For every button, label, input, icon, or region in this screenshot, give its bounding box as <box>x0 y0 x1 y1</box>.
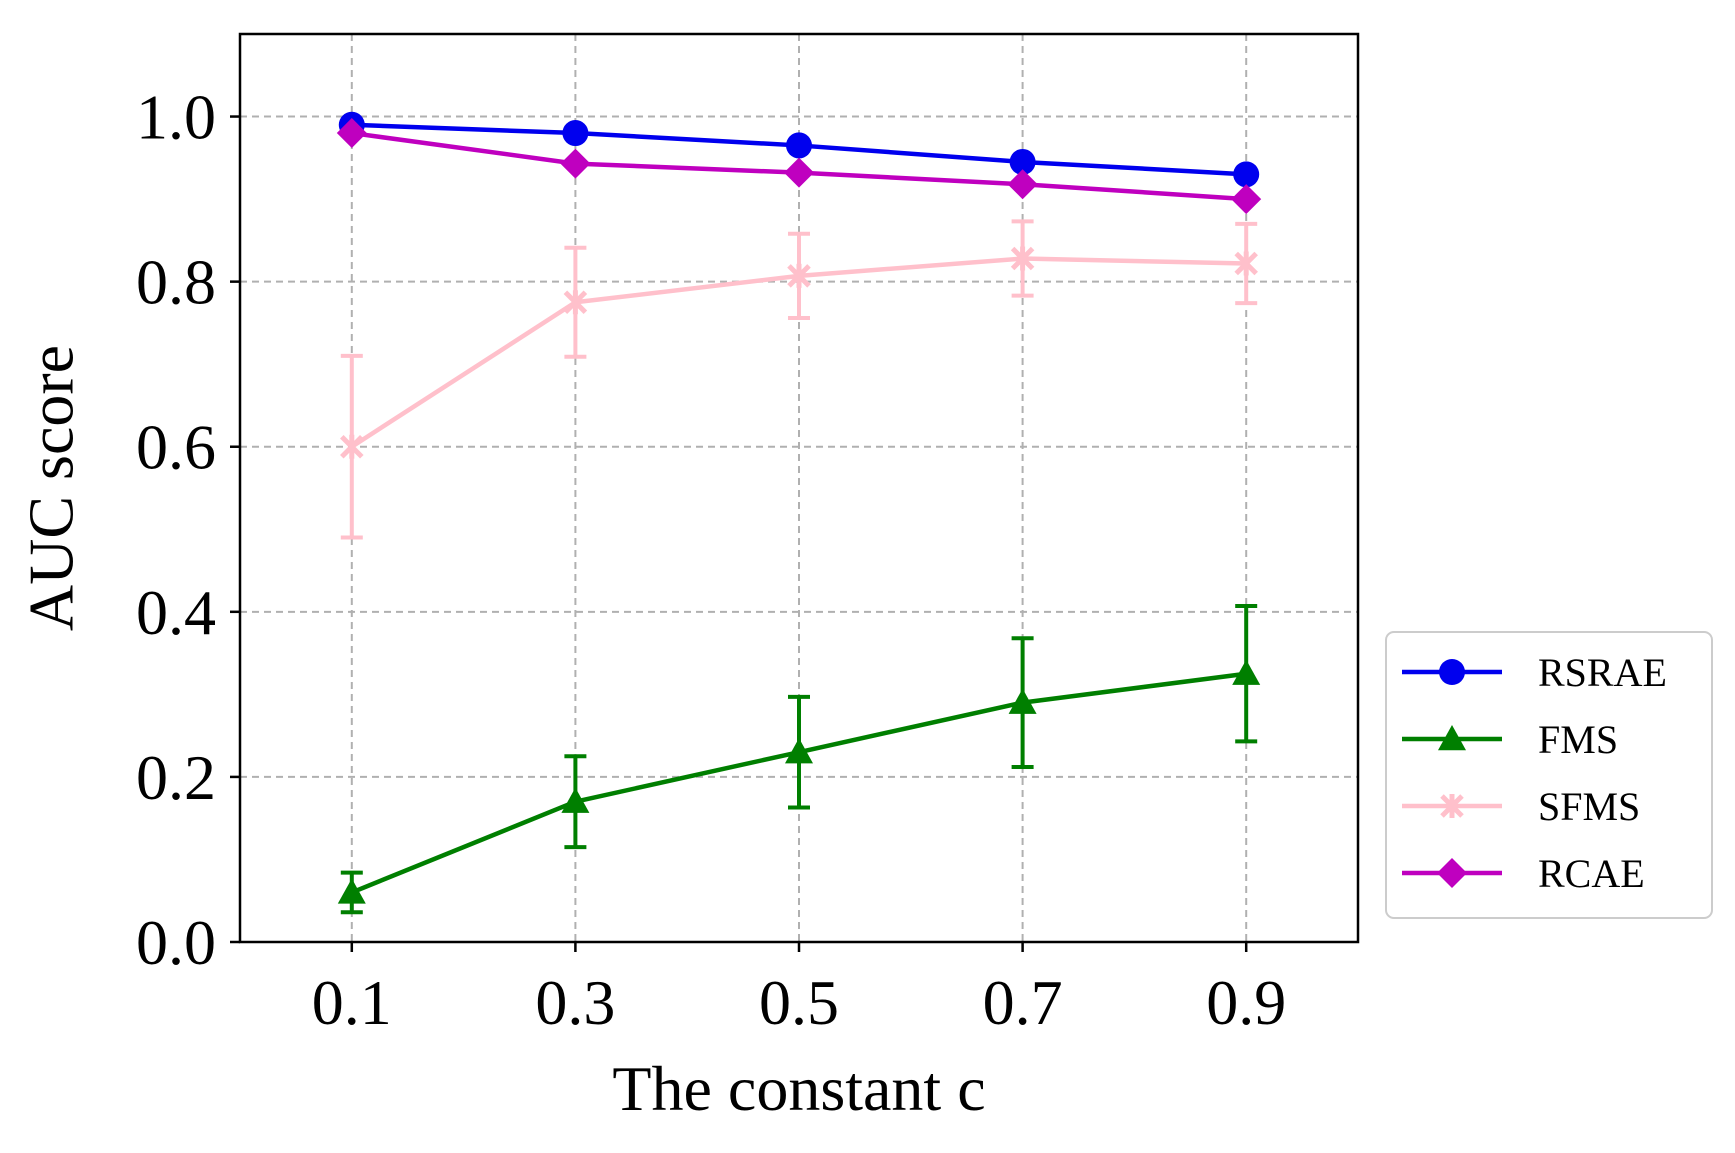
x-tick-label: 0.9 <box>1206 967 1286 1038</box>
x-tick-label: 0.1 <box>312 967 392 1038</box>
axis-ticks: 0.1 0.3 0.5 0.7 0.9 0.0 0.2 0.4 0.6 0.8 1.0 <box>136 82 1286 1038</box>
legend-label-fms: FMS <box>1538 717 1618 762</box>
y-tick-label: 1.0 <box>136 82 216 153</box>
fms-point <box>1232 659 1261 685</box>
legend-entry-rsrae: RSRAE <box>1402 650 1667 695</box>
series-sfms <box>340 219 1258 540</box>
rcae-point <box>336 118 367 149</box>
legend-entry-sfms: SFMS <box>1402 784 1640 829</box>
rsrae-point <box>1233 161 1260 188</box>
y-tick-label: 0.4 <box>136 577 216 648</box>
rcae-point <box>784 157 814 188</box>
rsrae-point <box>786 132 812 159</box>
y-axis-title: AUC score <box>16 345 87 631</box>
x-axis-title: The constant c <box>612 1053 985 1124</box>
y-tick-label: 0.0 <box>136 907 216 978</box>
fms-point <box>1008 688 1037 714</box>
legend-entry-fms: FMS <box>1402 717 1618 762</box>
rcae-point <box>1231 184 1262 215</box>
y-tick-label: 0.2 <box>136 742 216 813</box>
x-tick-label: 0.7 <box>983 967 1063 1038</box>
fms-point <box>337 878 366 904</box>
y-tick-label: 0.6 <box>136 412 216 483</box>
legend-marker-rcae <box>1437 858 1467 888</box>
legend: RSRAE FMS SFMS RCAE <box>1385 631 1713 919</box>
x-tick-label: 0.3 <box>535 967 615 1038</box>
y-tick-label: 0.8 <box>136 247 216 318</box>
sfms-point <box>1010 246 1035 271</box>
legend-marker-fms <box>1438 725 1466 751</box>
legend-marker-rsrae <box>1439 659 1465 685</box>
fms-point <box>785 738 813 764</box>
legend-label-rcae: RCAE <box>1538 851 1645 896</box>
series-rcae <box>336 118 1262 215</box>
legend-box <box>1385 631 1713 919</box>
fms-point <box>561 787 590 813</box>
sfms-point <box>1234 251 1258 276</box>
legend-marker-sfms <box>1440 794 1464 818</box>
series-layer <box>336 111 1262 915</box>
sfms-point <box>340 434 364 459</box>
rcae-point <box>560 148 591 179</box>
rcae-point <box>1007 169 1038 200</box>
sfms-point <box>787 263 811 288</box>
rsrae-point <box>562 120 589 147</box>
x-tick-label: 0.5 <box>759 967 839 1038</box>
sfms-point <box>563 290 588 315</box>
rsrae-point <box>1009 148 1036 175</box>
legend-label-rsrae: RSRAE <box>1538 650 1667 695</box>
legend-label-sfms: SFMS <box>1538 784 1640 829</box>
legend-entry-rcae: RCAE <box>1402 851 1645 896</box>
series-fms <box>337 604 1261 915</box>
